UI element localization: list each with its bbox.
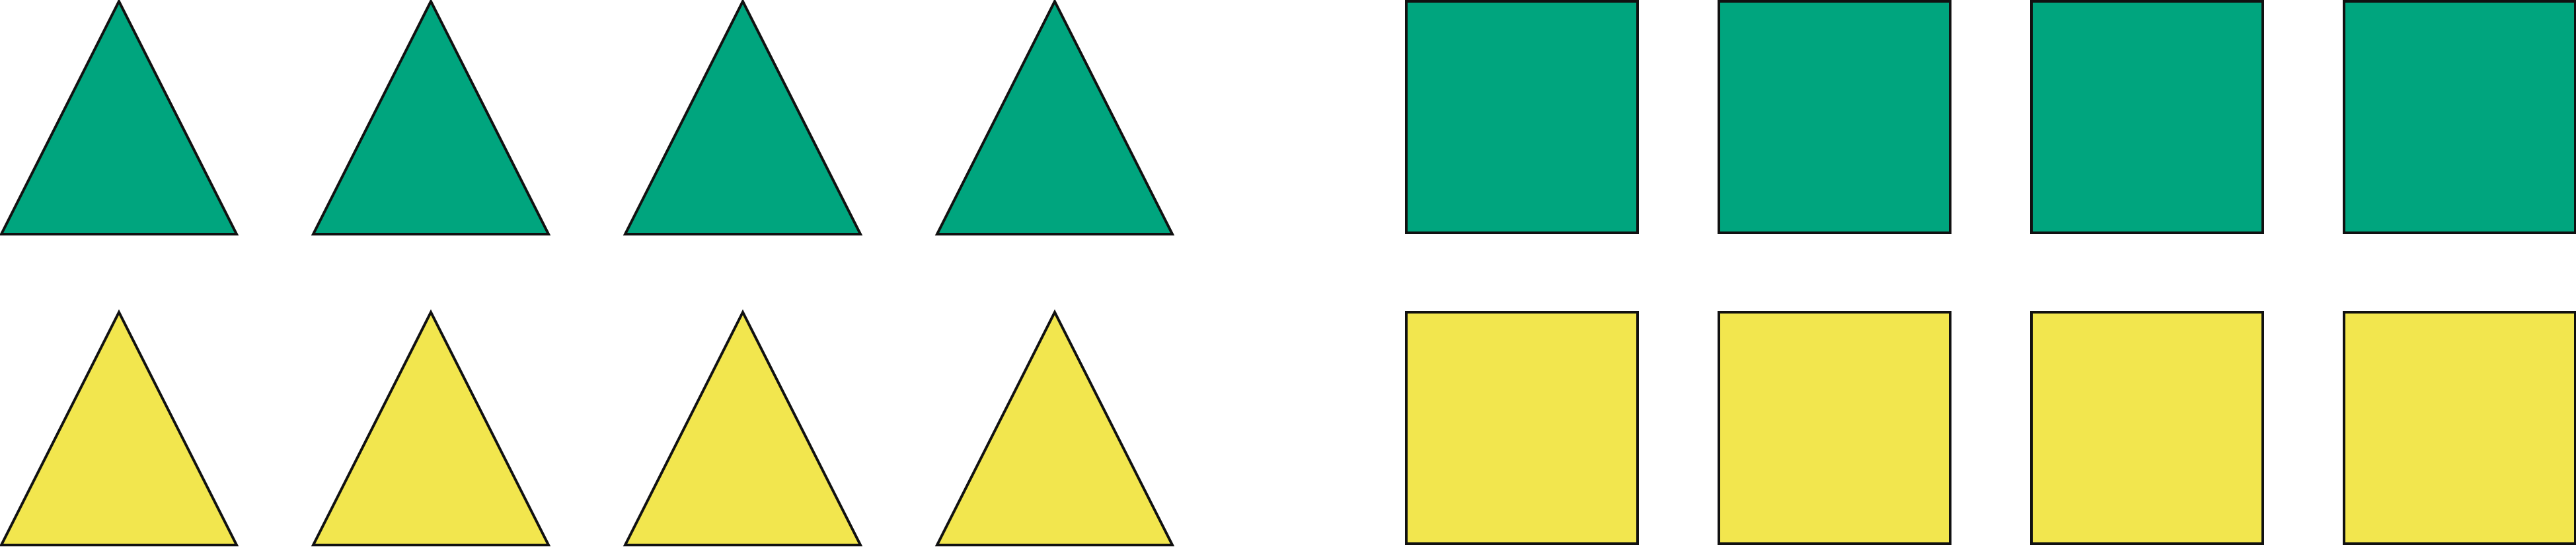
green-square (1718, 0, 1951, 234)
green-triangle (934, 0, 1175, 235)
green-square (2343, 0, 2576, 234)
green-triangle (623, 0, 863, 235)
yellow-triangle (311, 309, 551, 546)
yellow-square (2030, 311, 2264, 545)
green-square (2030, 0, 2264, 234)
yellow-square (1405, 311, 1639, 545)
green-triangle (311, 0, 551, 235)
yellow-triangle (0, 309, 239, 546)
yellow-square (2343, 311, 2576, 545)
green-triangle (0, 0, 239, 235)
yellow-triangle (934, 309, 1175, 546)
yellow-triangle (623, 309, 863, 546)
yellow-square (1718, 311, 1951, 545)
green-square (1405, 0, 1639, 234)
